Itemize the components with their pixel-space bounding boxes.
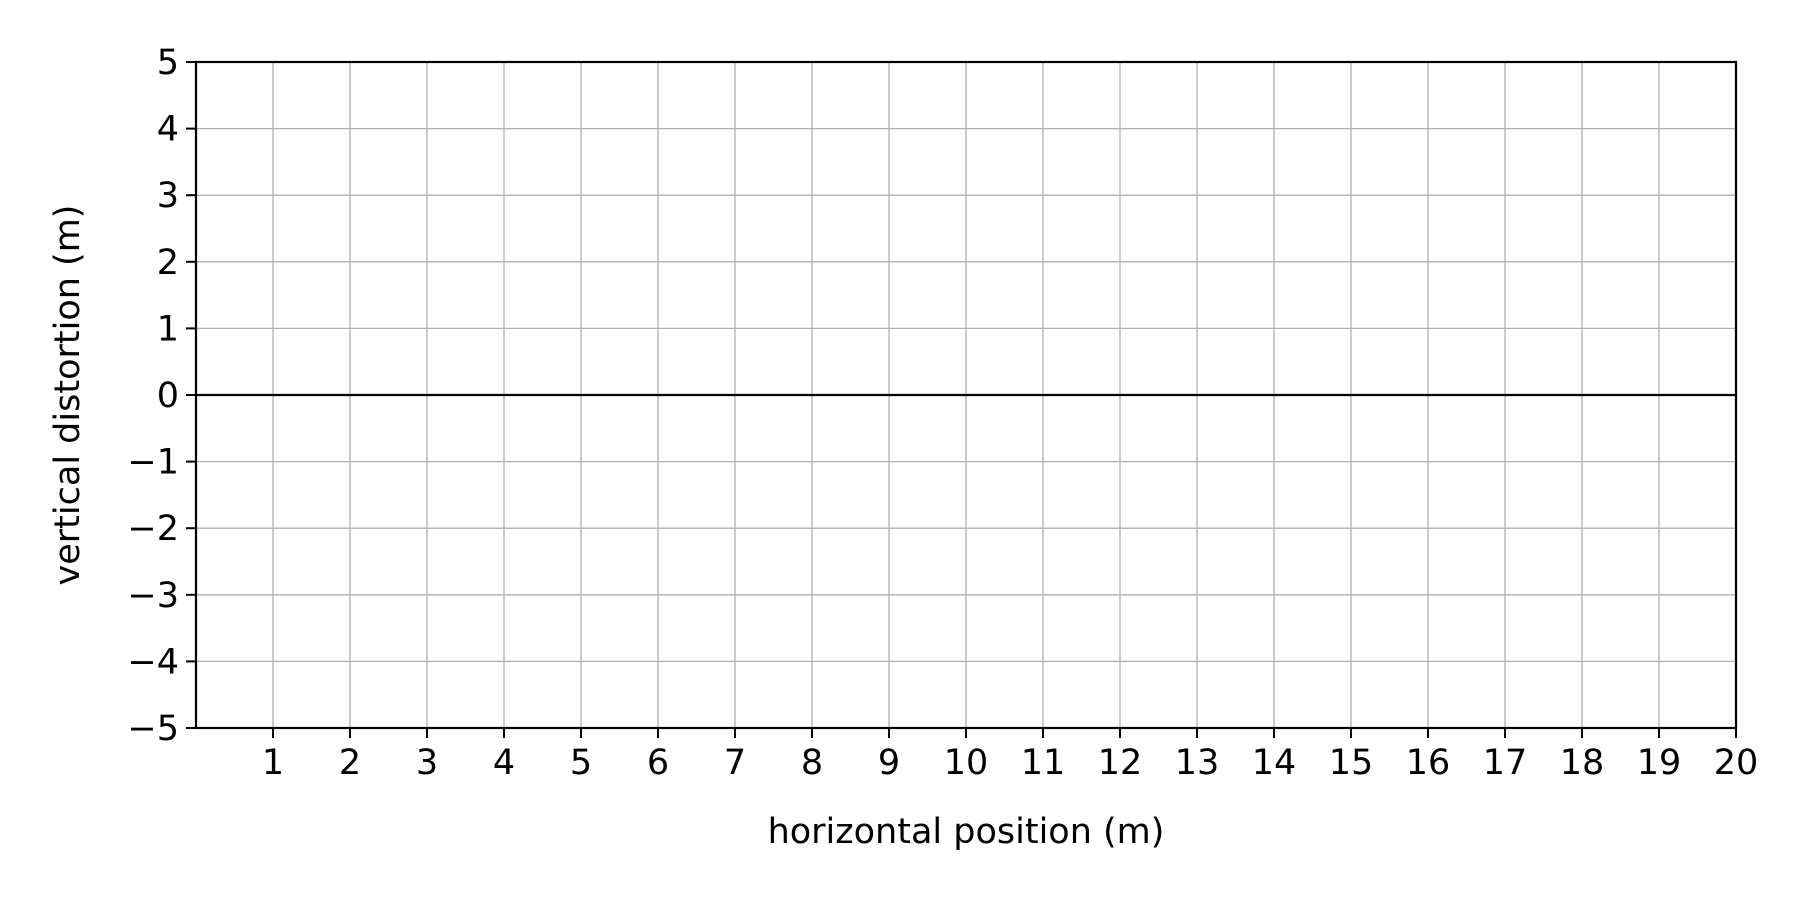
x-tick-label: 17 bbox=[1483, 743, 1528, 783]
x-tick-label: 9 bbox=[878, 743, 900, 783]
x-tick-label: 15 bbox=[1329, 743, 1374, 783]
x-tick-label: 16 bbox=[1406, 743, 1451, 783]
y-tick-label: −1 bbox=[127, 443, 179, 483]
x-tick-label: 6 bbox=[647, 743, 669, 783]
x-tick-label: 14 bbox=[1252, 743, 1297, 783]
x-tick-label: 20 bbox=[1714, 743, 1759, 783]
y-tick-label: −5 bbox=[127, 709, 179, 749]
x-tick-label: 2 bbox=[339, 743, 361, 783]
x-tick-label: 3 bbox=[416, 743, 438, 783]
y-tick-label: −2 bbox=[127, 509, 179, 549]
y-axis-ticks: 5 4 3 2 1 0 −1 −2 −3 −4 −5 bbox=[127, 43, 196, 749]
x-tick-label: 13 bbox=[1175, 743, 1220, 783]
y-tick-label: 5 bbox=[157, 43, 179, 83]
x-tick-label: 4 bbox=[493, 743, 515, 783]
x-axis-label: horizontal position (m) bbox=[768, 812, 1165, 852]
y-tick-label: 3 bbox=[157, 176, 179, 216]
y-tick-label: −3 bbox=[127, 576, 179, 616]
y-axis-label: vertical distortion (m) bbox=[48, 205, 88, 586]
x-tick-label: 1 bbox=[262, 743, 284, 783]
x-tick-label: 10 bbox=[944, 743, 989, 783]
x-tick-label: 11 bbox=[1021, 743, 1066, 783]
y-tick-label: 2 bbox=[157, 243, 179, 283]
x-tick-label: 7 bbox=[724, 743, 746, 783]
x-tick-label: 19 bbox=[1637, 743, 1682, 783]
y-tick-label: 0 bbox=[157, 376, 179, 416]
x-tick-label: 12 bbox=[1098, 743, 1143, 783]
x-axis-ticks: 1 2 3 4 5 6 7 8 9 10 11 12 13 14 15 16 17 18 19 20 bbox=[262, 728, 1758, 783]
x-tick-label: 18 bbox=[1560, 743, 1605, 783]
x-tick-label: 5 bbox=[570, 743, 592, 783]
x-tick-label: 8 bbox=[801, 743, 823, 783]
y-tick-label: 1 bbox=[157, 309, 179, 349]
y-tick-label: −4 bbox=[127, 642, 179, 682]
y-tick-label: 4 bbox=[157, 110, 179, 150]
